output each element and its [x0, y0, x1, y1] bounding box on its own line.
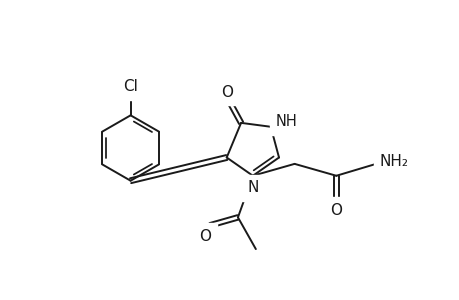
- Text: NH₂: NH₂: [379, 154, 408, 169]
- Text: Cl: Cl: [123, 79, 138, 94]
- Text: O: O: [330, 203, 341, 218]
- Text: N: N: [246, 180, 258, 195]
- Text: NH: NH: [275, 114, 297, 129]
- Text: O: O: [199, 229, 211, 244]
- Text: O: O: [221, 85, 233, 100]
